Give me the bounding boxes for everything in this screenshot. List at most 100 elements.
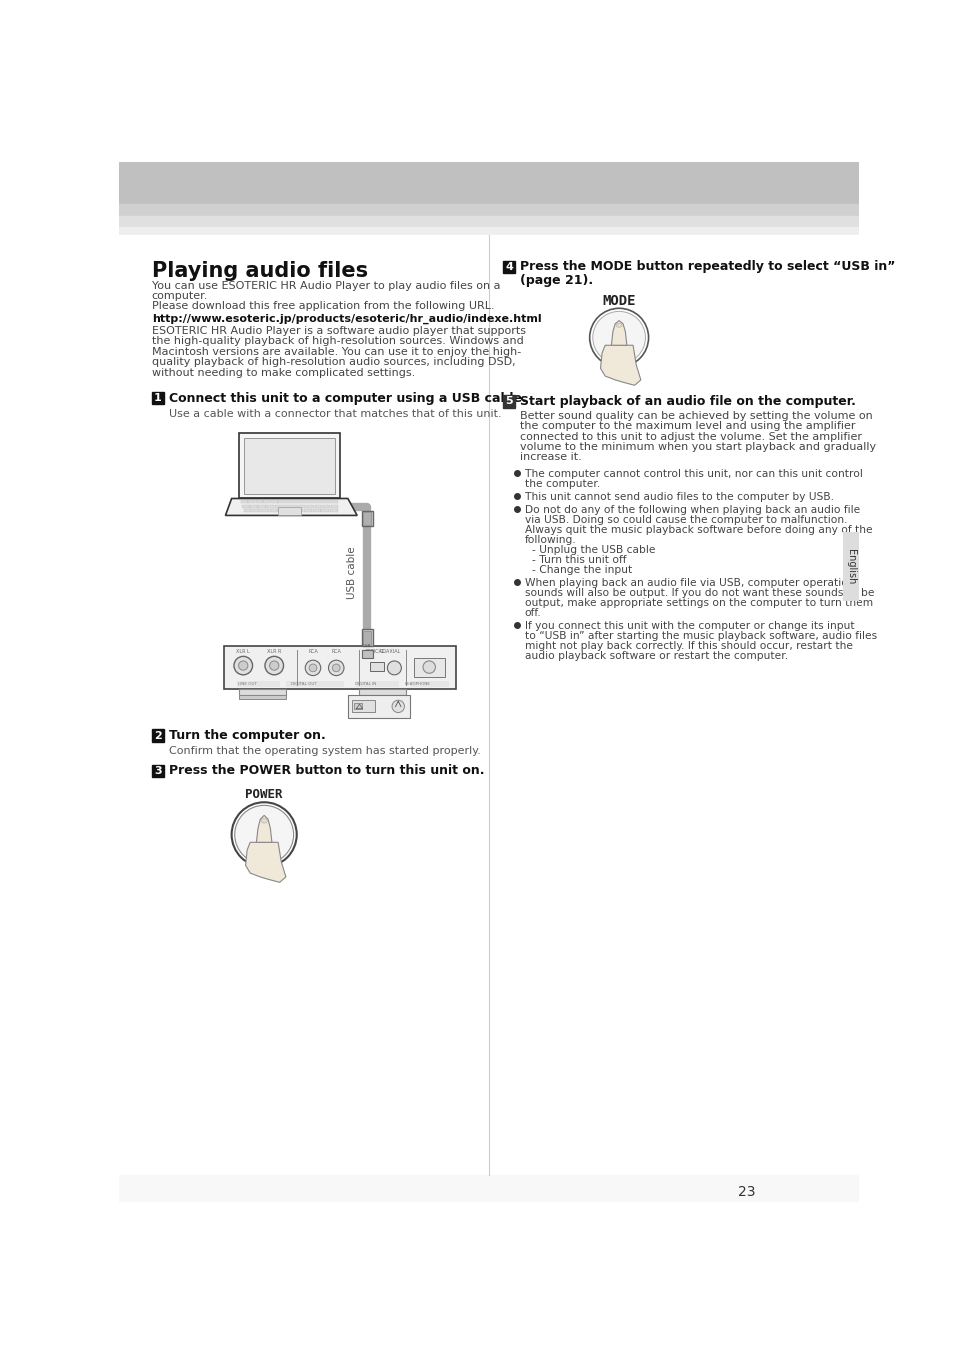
Bar <box>359 695 406 699</box>
Text: DIGITAL IN: DIGITAL IN <box>355 682 375 686</box>
Bar <box>331 505 337 508</box>
Text: Better sound quality can be achieved by setting the volume on: Better sound quality can be achieved by … <box>519 410 872 421</box>
Bar <box>286 680 344 687</box>
Circle shape <box>234 806 294 864</box>
Bar <box>261 509 269 513</box>
Bar <box>248 500 254 504</box>
Text: to “USB in” after starting the music playback software, audio files: to “USB in” after starting the music pla… <box>524 632 876 641</box>
Text: Please download this free application from the following URL.: Please download this free application fr… <box>152 301 494 312</box>
Bar <box>119 1174 858 1202</box>
Text: XLR L: XLR L <box>236 649 250 655</box>
Text: (page 21).: (page 21). <box>519 274 593 288</box>
Text: Connect this unit to a computer using a USB cable.: Connect this unit to a computer using a … <box>169 392 526 405</box>
Circle shape <box>332 664 340 672</box>
Circle shape <box>328 660 344 675</box>
Bar <box>331 500 337 504</box>
Text: the computer to the maximum level and using the amplifier: the computer to the maximum level and us… <box>519 421 855 431</box>
Text: - Unplug the USB cable: - Unplug the USB cable <box>532 545 655 555</box>
Polygon shape <box>245 842 286 883</box>
Bar <box>842 532 858 601</box>
Text: ESOTERIC HR Audio Player is a software audio player that supports: ESOTERIC HR Audio Player is a software a… <box>152 325 525 336</box>
Text: When playing back an audio file via USB, computer operation: When playing back an audio file via USB,… <box>524 578 853 589</box>
Bar <box>239 695 286 699</box>
Polygon shape <box>256 815 272 842</box>
Text: - Turn this unit off: - Turn this unit off <box>532 555 626 566</box>
Text: might not play back correctly. If this should occur, restart the: might not play back correctly. If this s… <box>524 641 852 651</box>
Text: output, make appropriate settings on the computer to turn them: output, make appropriate settings on the… <box>524 598 872 609</box>
Bar <box>266 505 274 508</box>
Bar <box>322 505 330 508</box>
Text: Do not do any of the following when playing back an audio file: Do not do any of the following when play… <box>524 505 859 516</box>
Polygon shape <box>611 320 626 346</box>
Text: sounds will also be output. If you do not want these sounds to be: sounds will also be output. If you do no… <box>524 589 873 598</box>
Bar <box>304 509 312 513</box>
Bar <box>321 509 329 513</box>
Bar <box>352 701 375 711</box>
Bar <box>119 216 858 227</box>
Text: 4: 4 <box>504 262 513 271</box>
Text: - Change the input: - Change the input <box>532 566 632 575</box>
Text: You can use ESOTERIC HR Audio Player to play audio files on a: You can use ESOTERIC HR Audio Player to … <box>152 281 499 290</box>
Text: USB: USB <box>363 644 371 648</box>
Text: the high-quality playback of high-resolution sources. Windows and: the high-quality playback of high-resolu… <box>152 336 523 347</box>
Bar <box>363 513 371 525</box>
Bar <box>119 204 858 216</box>
Text: volume to the minimum when you start playback and gradually: volume to the minimum when you start pla… <box>519 441 875 452</box>
Text: quality playback of high-resolution audio sources, including DSD,: quality playback of high-resolution audi… <box>152 358 515 367</box>
Bar <box>287 509 294 513</box>
Bar <box>330 509 337 513</box>
Bar <box>359 688 406 695</box>
Text: XLR R: XLR R <box>267 649 281 655</box>
Text: COAXIAL: COAXIAL <box>379 649 401 655</box>
Bar <box>301 500 308 504</box>
Circle shape <box>270 662 278 670</box>
Circle shape <box>305 660 320 675</box>
Bar <box>286 500 293 504</box>
Text: If you connect this unit with the computer or change its input: If you connect this unit with the comput… <box>524 621 853 632</box>
Text: DIGITAL OUT: DIGITAL OUT <box>291 682 316 686</box>
Text: Confirm that the operating system has started properly.: Confirm that the operating system has st… <box>169 747 480 756</box>
Text: USB cable: USB cable <box>346 547 356 598</box>
Circle shape <box>422 662 435 674</box>
Bar <box>348 695 410 718</box>
Bar <box>278 509 286 513</box>
Circle shape <box>238 662 248 670</box>
Bar <box>224 647 456 688</box>
Bar <box>239 688 286 695</box>
Text: audio playback software or restart the computer.: audio playback software or restart the c… <box>524 651 787 661</box>
Bar <box>294 500 300 504</box>
Text: LINE OUT: LINE OUT <box>237 682 256 686</box>
Bar <box>253 509 260 513</box>
Bar <box>502 261 515 273</box>
Bar <box>274 505 281 508</box>
Bar <box>244 509 252 513</box>
Bar <box>239 433 340 498</box>
Bar <box>410 680 448 687</box>
Bar <box>255 500 262 504</box>
Bar <box>251 505 257 508</box>
Text: RCA: RCA <box>331 649 341 655</box>
Bar <box>369 662 383 671</box>
Bar <box>278 500 285 504</box>
Ellipse shape <box>616 323 621 327</box>
Ellipse shape <box>261 818 267 824</box>
Text: Always quit the music playback software before doing any of the: Always quit the music playback software … <box>524 525 871 535</box>
Bar <box>306 505 314 508</box>
Text: HEADPHONE: HEADPHONE <box>404 682 430 686</box>
Bar <box>237 680 280 687</box>
Bar <box>363 630 371 645</box>
Circle shape <box>309 664 316 672</box>
Text: Macintosh versions are available. You can use it to enjoy the high-: Macintosh versions are available. You ca… <box>152 347 520 356</box>
Bar <box>270 509 277 513</box>
Text: Press the POWER button to turn this unit on.: Press the POWER button to turn this unit… <box>169 764 484 778</box>
Bar <box>258 505 266 508</box>
Text: off.: off. <box>524 609 540 618</box>
Text: English: English <box>845 548 855 585</box>
Bar <box>278 508 301 514</box>
Circle shape <box>392 701 404 713</box>
Bar <box>152 764 164 776</box>
Text: without needing to make complicated settings.: without needing to make complicated sett… <box>152 367 415 378</box>
Text: Press the MODE button repeatedly to select “USB in”: Press the MODE button repeatedly to sele… <box>519 261 894 273</box>
Text: increase it.: increase it. <box>519 452 581 462</box>
Bar <box>414 657 444 678</box>
